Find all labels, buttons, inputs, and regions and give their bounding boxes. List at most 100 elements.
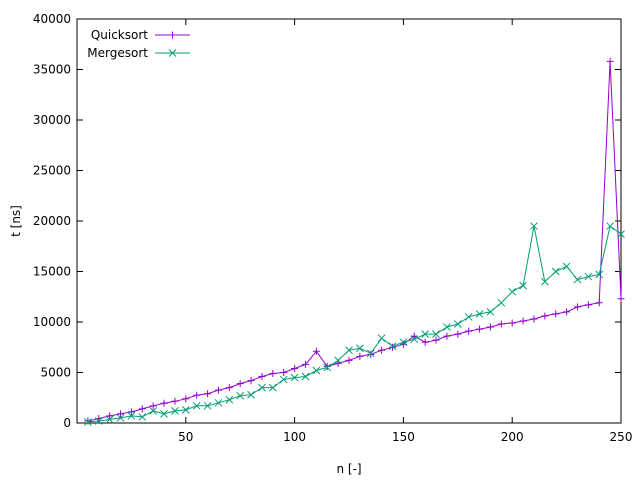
data-point-quicksort bbox=[541, 312, 549, 320]
data-point-mergesort bbox=[192, 401, 201, 410]
data-point-quicksort bbox=[204, 390, 212, 398]
data-point-quicksort bbox=[476, 325, 484, 333]
data-point-quicksort bbox=[421, 338, 429, 346]
data-point-mergesort bbox=[562, 262, 571, 271]
data-point-mergesort bbox=[334, 356, 342, 365]
data-point-quicksort bbox=[149, 402, 157, 410]
data-point-mergesort bbox=[551, 267, 560, 276]
data-point-quicksort bbox=[236, 380, 244, 388]
data-point-mergesort bbox=[366, 349, 375, 358]
data-point-mergesort bbox=[606, 222, 614, 230]
data-point-quicksort bbox=[214, 386, 222, 394]
data-point-quicksort bbox=[497, 320, 505, 328]
data-point-mergesort bbox=[323, 363, 332, 372]
data-point-quicksort bbox=[345, 356, 353, 364]
data-point-quicksort bbox=[432, 336, 440, 344]
data-point-mergesort bbox=[595, 270, 604, 279]
data-point-mergesort bbox=[453, 320, 462, 328]
data-point-mergesort bbox=[138, 413, 147, 421]
data-point-mergesort bbox=[540, 277, 549, 286]
data-point-quicksort bbox=[595, 299, 603, 307]
y-axis-label: t [ns] bbox=[9, 205, 23, 237]
data-point-mergesort bbox=[530, 222, 538, 230]
x-tick-label-3: 200 bbox=[501, 430, 524, 444]
data-point-quicksort bbox=[247, 377, 255, 385]
x-tick-label-0: 50 bbox=[178, 430, 193, 444]
data-point-mergesort bbox=[345, 346, 353, 355]
tick-labels: 0 5000 10000 15000 20000 25000 30000 35000 40000… bbox=[33, 12, 633, 444]
legend: Quicksort Mergesort bbox=[87, 28, 190, 60]
legend-marker-mergesort bbox=[168, 49, 177, 57]
data-point-quicksort bbox=[389, 343, 397, 351]
data-point-mergesort bbox=[105, 415, 114, 424]
data-point-quicksort bbox=[127, 408, 135, 416]
data-point-mergesort bbox=[301, 372, 310, 381]
data-point-quicksort bbox=[258, 373, 266, 381]
data-point-quicksort bbox=[171, 397, 179, 405]
data-point-mergesort bbox=[214, 398, 223, 407]
data-point-mergesort bbox=[377, 334, 386, 343]
data-point-quicksort bbox=[106, 412, 114, 420]
data-point-mergesort bbox=[519, 281, 527, 290]
data-point-quicksort bbox=[519, 317, 527, 325]
data-point-quicksort bbox=[193, 391, 201, 399]
data-point-mergesort bbox=[584, 272, 593, 281]
y-tick-label-0: 0 bbox=[63, 416, 71, 430]
x-tick-label-4: 250 bbox=[610, 430, 633, 444]
data-point-quicksort bbox=[312, 347, 320, 355]
data-point-quicksort bbox=[563, 308, 571, 316]
data-point-mergesort bbox=[268, 383, 277, 392]
y-tick-label-7: 35000 bbox=[33, 63, 71, 77]
data-point-mergesort bbox=[475, 310, 484, 318]
data-point-mergesort bbox=[388, 342, 397, 351]
ticks bbox=[77, 18, 622, 424]
data-point-quicksort bbox=[301, 360, 309, 368]
data-point-quicksort bbox=[291, 364, 299, 372]
data-point-quicksort bbox=[617, 295, 625, 303]
legend-label-quicksort: Quicksort bbox=[91, 28, 148, 42]
data-point-quicksort bbox=[182, 395, 190, 403]
data-point-quicksort bbox=[486, 323, 494, 331]
legend-label-mergesort: Mergesort bbox=[87, 46, 148, 60]
data-point-quicksort bbox=[280, 369, 288, 376]
y-tick-label-4: 20000 bbox=[33, 214, 71, 228]
data-point-mergesort bbox=[236, 391, 245, 400]
data-point-quicksort bbox=[606, 57, 614, 65]
data-point-quicksort bbox=[443, 332, 451, 340]
data-point-mergesort bbox=[617, 230, 625, 238]
data-point-quicksort bbox=[378, 346, 386, 354]
series-mergesort bbox=[84, 222, 625, 426]
data-point-quicksort bbox=[584, 301, 592, 309]
data-point-quicksort bbox=[117, 410, 125, 418]
y-tick-label-1: 5000 bbox=[40, 366, 71, 380]
data-point-quicksort bbox=[323, 362, 331, 370]
data-point-mergesort bbox=[225, 395, 234, 404]
data-point-mergesort bbox=[573, 275, 582, 284]
data-point-mergesort bbox=[410, 335, 419, 344]
series-line-quicksort bbox=[87, 61, 622, 422]
y-tick-label-2: 10000 bbox=[33, 315, 71, 329]
x-tick-label-1: 100 bbox=[283, 430, 306, 444]
data-point-quicksort bbox=[552, 310, 560, 318]
y-tick-label-8: 40000 bbox=[33, 12, 71, 26]
data-point-mergesort bbox=[258, 383, 266, 392]
x-tick-label-2: 150 bbox=[392, 430, 415, 444]
legend-marker-quicksort bbox=[169, 31, 176, 39]
data-point-mergesort bbox=[508, 287, 517, 296]
data-point-mergesort bbox=[116, 414, 125, 422]
data-point-mergesort bbox=[432, 330, 440, 338]
series-quicksort bbox=[84, 57, 625, 425]
data-point-quicksort bbox=[160, 399, 168, 407]
y-tick-label-5: 25000 bbox=[33, 164, 71, 178]
data-point-mergesort bbox=[149, 407, 158, 415]
data-point-quicksort bbox=[508, 319, 516, 327]
data-point-mergesort bbox=[486, 308, 495, 316]
data-point-mergesort bbox=[203, 401, 212, 410]
x-axis-label: n [-] bbox=[336, 462, 361, 476]
data-point-mergesort bbox=[181, 406, 190, 414]
data-point-mergesort bbox=[464, 313, 473, 321]
data-point-mergesort bbox=[279, 375, 288, 384]
data-point-quicksort bbox=[84, 417, 92, 425]
data-point-quicksort bbox=[530, 315, 538, 323]
